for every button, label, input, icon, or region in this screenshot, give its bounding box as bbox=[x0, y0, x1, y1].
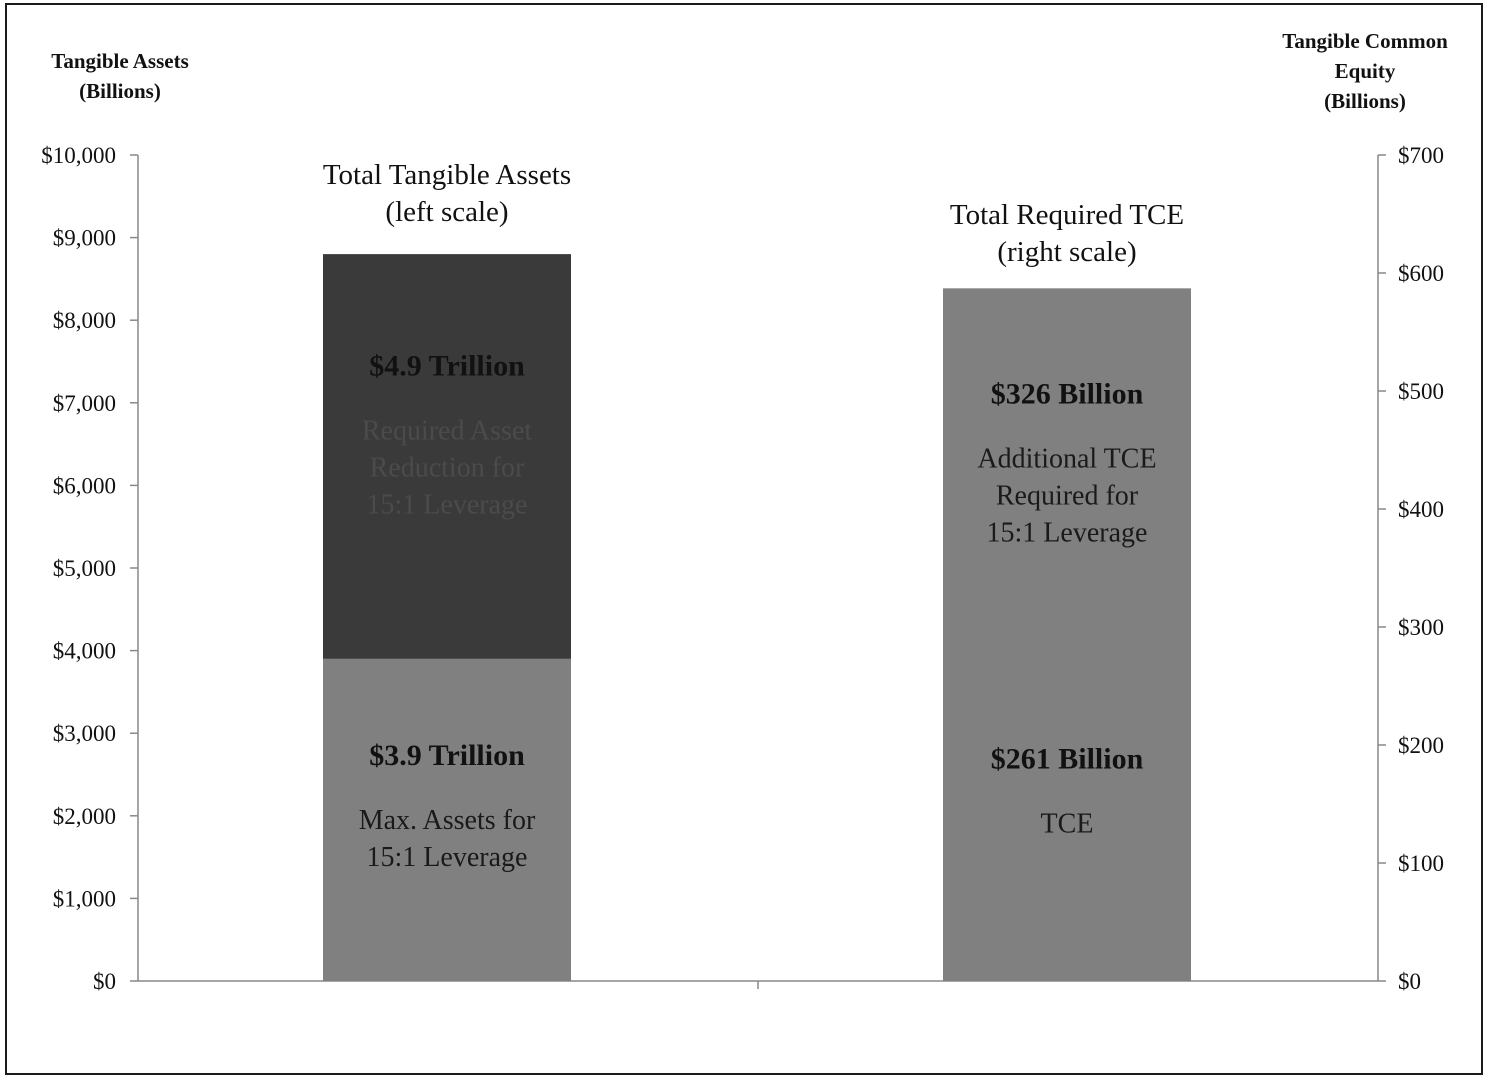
left-axis-title: Tangible Assets (Billions) bbox=[20, 46, 220, 106]
segment-description: Required Asset bbox=[362, 416, 533, 447]
left-axis-tick-label: $9,000 bbox=[53, 226, 116, 251]
left-axis-tick-label: $4,000 bbox=[53, 639, 116, 664]
data-label: $4.9 Trillion bbox=[369, 350, 525, 383]
left-axis-tick-label: $3,000 bbox=[53, 721, 116, 746]
segment-description: Reduction for bbox=[370, 453, 525, 484]
right-axis-title-line1: Tangible Common bbox=[1282, 29, 1448, 53]
bar-segment bbox=[943, 288, 1191, 674]
right-axis-tick-label: $700 bbox=[1398, 143, 1444, 168]
right-axis-tick-label: $600 bbox=[1398, 261, 1444, 286]
data-label: $3.9 Trillion bbox=[369, 739, 525, 772]
left-axis-tick-label: $0 bbox=[93, 969, 116, 994]
right-axis-tick-label: $300 bbox=[1398, 615, 1444, 640]
chart-frame bbox=[5, 3, 1483, 1075]
bar-name-scale: (left scale) bbox=[385, 196, 508, 228]
right-axis-tick-label: $500 bbox=[1398, 379, 1444, 404]
data-label: $326 Billion bbox=[991, 378, 1144, 411]
left-axis-tick-label: $2,000 bbox=[53, 804, 116, 829]
right-axis-tick-label: $0 bbox=[1398, 969, 1421, 994]
right-axis-tick-label: $200 bbox=[1398, 733, 1444, 758]
left-axis-tick-label: $7,000 bbox=[53, 391, 116, 416]
left-axis-tick-label: $8,000 bbox=[53, 308, 116, 333]
right-axis-title-line2: Equity bbox=[1334, 59, 1396, 83]
left-axis-tick-label: $5,000 bbox=[53, 556, 116, 581]
bar-name-scale: (right scale) bbox=[997, 236, 1136, 268]
left-axis-tick-label: $6,000 bbox=[53, 473, 116, 498]
right-axis-title: Tangible Common Equity (Billions) bbox=[1250, 26, 1480, 116]
segment-description: Max. Assets for bbox=[359, 805, 536, 836]
bar-segment bbox=[323, 254, 571, 659]
segment-description: 15:1 Leverage bbox=[367, 842, 528, 873]
segment-description: Additional TCE bbox=[977, 444, 1156, 475]
segment-description: 15:1 Leverage bbox=[367, 490, 528, 521]
left-axis-title-line2: (Billions) bbox=[79, 79, 161, 103]
left-axis-title-line1: Tangible Assets bbox=[51, 49, 189, 73]
left-axis-tick-label: $10,000 bbox=[41, 143, 116, 168]
left-axis-tick-label: $1,000 bbox=[53, 886, 116, 911]
segment-description: 15:1 Leverage bbox=[987, 518, 1148, 549]
right-axis-title-line3: (Billions) bbox=[1324, 89, 1406, 113]
segment-description: Required for bbox=[996, 481, 1139, 512]
data-label: $261 Billion bbox=[991, 742, 1144, 775]
bar-segment bbox=[943, 673, 1191, 981]
bar-segment bbox=[323, 658, 571, 981]
bar-name: Total Required TCE bbox=[950, 199, 1184, 231]
right-axis-tick-label: $400 bbox=[1398, 497, 1444, 522]
bar-name: Total Tangible Assets bbox=[323, 159, 571, 191]
segment-description: TCE bbox=[1041, 808, 1094, 839]
right-axis-tick-label: $100 bbox=[1398, 851, 1444, 876]
